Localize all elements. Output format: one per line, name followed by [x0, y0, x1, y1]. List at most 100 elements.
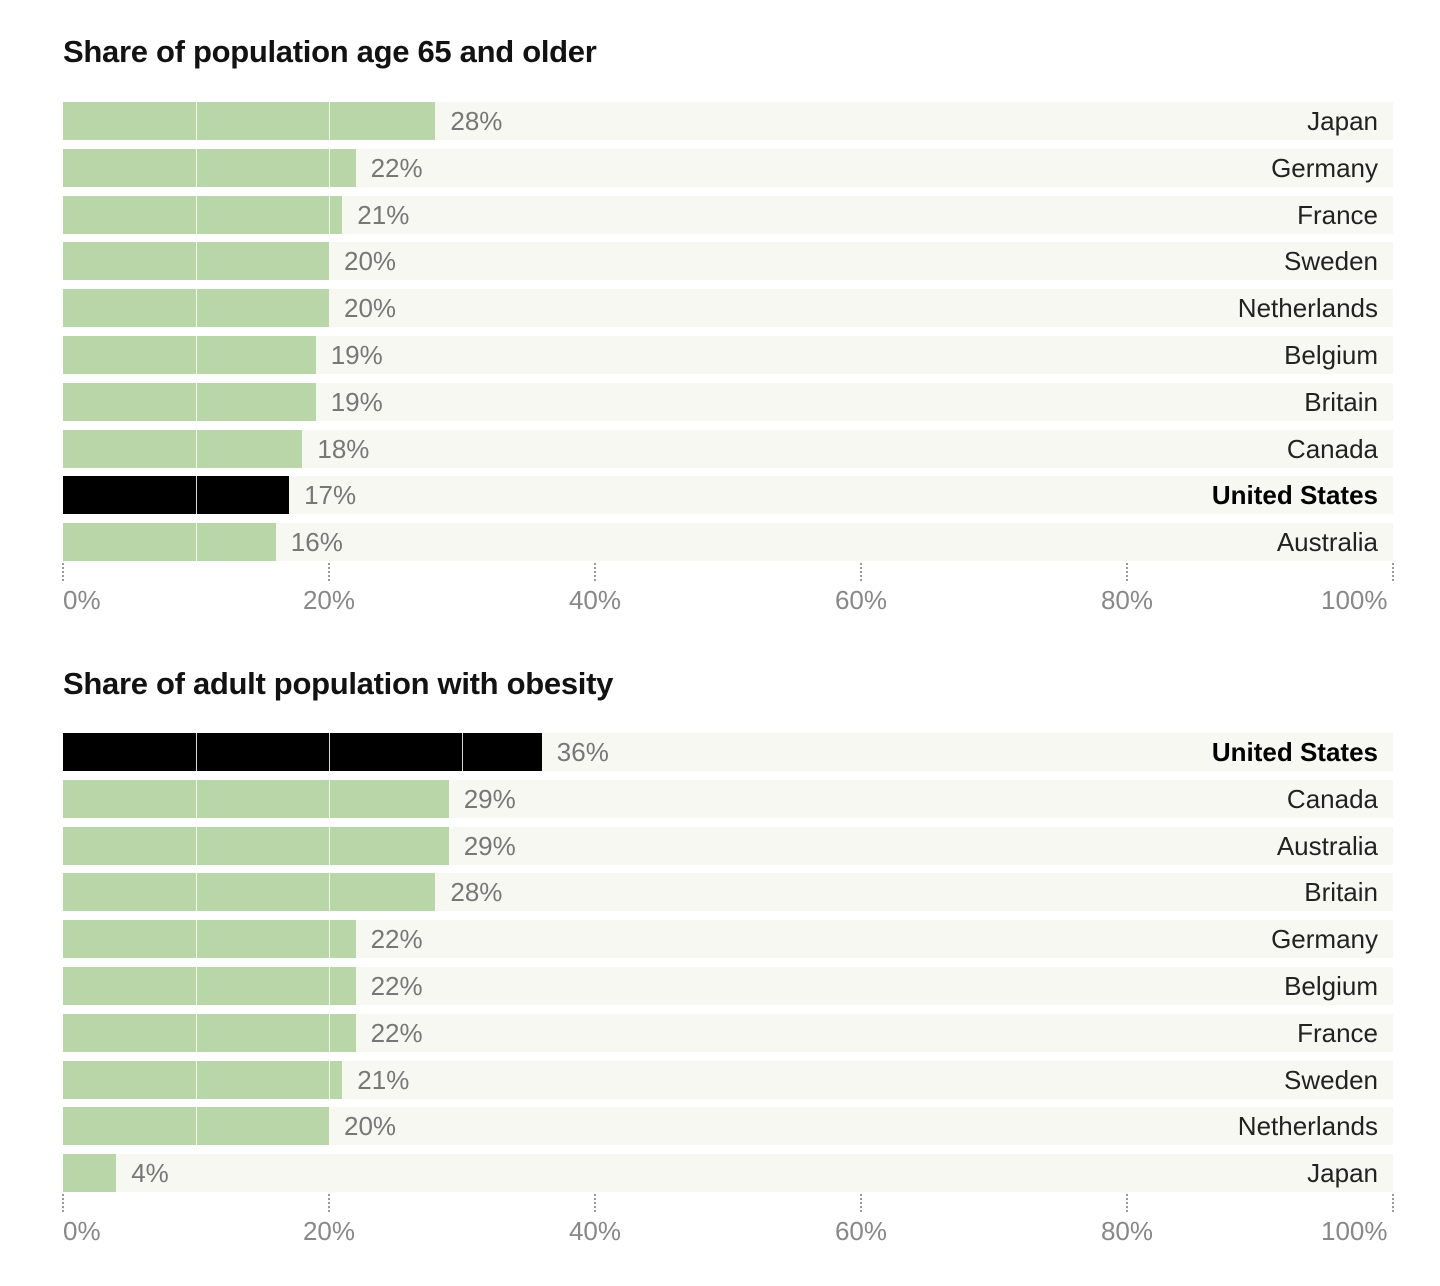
value-label: 22%: [370, 924, 423, 955]
bar-germany: [63, 920, 356, 959]
category-label: Sweden: [1284, 246, 1378, 277]
bar-gridline: [196, 523, 197, 562]
axis-tick: [860, 563, 862, 581]
bar-gridline: [196, 1107, 197, 1146]
row-background: [63, 1154, 1393, 1193]
bar-gridline: [329, 920, 330, 959]
bar-gridline: [196, 289, 197, 328]
bar-gridline: [329, 102, 330, 140]
value-label: 4%: [131, 1158, 169, 1189]
value-label: 22%: [370, 152, 423, 183]
category-label: Japan: [1307, 106, 1378, 136]
category-label: Britain: [1304, 386, 1378, 417]
bar-gridline: [462, 733, 463, 771]
bar-gridline: [329, 1060, 330, 1099]
value-label: 16%: [290, 527, 343, 558]
axis-tick: [62, 1194, 64, 1212]
axis-tick: [62, 563, 64, 581]
category-label: Australia: [1276, 830, 1378, 861]
bar-gridline: [329, 733, 330, 771]
bar-gridline: [329, 1013, 330, 1052]
bar-gridline: [196, 195, 197, 234]
axis-tick-label: 40%: [568, 1216, 622, 1246]
bar-gridline: [196, 1060, 197, 1099]
category-label: Britain: [1304, 877, 1378, 908]
category-label: France: [1297, 1017, 1378, 1048]
bar-gridline: [196, 476, 197, 515]
category-label: Belgium: [1284, 340, 1378, 370]
value-label: 21%: [357, 1064, 410, 1095]
axis-tick-label: 100%: [1321, 585, 1388, 615]
bar-japan: [63, 102, 436, 140]
category-label: Germany: [1271, 924, 1378, 955]
bar-canada: [63, 779, 449, 818]
bar-gridline: [196, 102, 197, 140]
value-label: 20%: [344, 293, 397, 324]
bar-gridline: [329, 779, 330, 818]
bar-britain: [63, 873, 436, 912]
axis-tick-label: 20%: [302, 1216, 356, 1246]
bar-sweden: [63, 1060, 343, 1099]
axis-tick: [594, 563, 596, 581]
category-label: Sweden: [1284, 1064, 1378, 1095]
value-label: 22%: [370, 1017, 423, 1048]
bar-united-states: [63, 733, 542, 771]
chart-title-obesity: Share of adult population with obesity: [63, 666, 614, 701]
bar-japan: [63, 1154, 117, 1193]
bar-gridline: [196, 148, 197, 187]
category-label: United States: [1211, 737, 1378, 767]
axis-tick: [328, 1194, 330, 1212]
value-label: 29%: [463, 783, 516, 814]
bar-gridline: [329, 148, 330, 187]
value-label: 18%: [317, 433, 370, 464]
bar-gridline: [196, 779, 197, 818]
axis-tick-label: 60%: [834, 1216, 888, 1246]
axis-tick: [328, 563, 330, 581]
bar-gridline: [329, 873, 330, 912]
axis-tick-label: 20%: [302, 585, 356, 615]
bar-gridline: [329, 826, 330, 865]
value-label: 36%: [556, 737, 609, 767]
category-label: France: [1297, 199, 1378, 230]
category-label: United States: [1211, 480, 1378, 511]
axis-tick: [594, 1194, 596, 1212]
bar-gridline: [329, 967, 330, 1005]
axis-tick-label: 0%: [63, 1216, 101, 1246]
value-label: 29%: [463, 830, 516, 861]
category-label: Netherlands: [1237, 293, 1378, 324]
bar-belgium: [63, 336, 316, 374]
bar-britain: [63, 382, 316, 421]
value-label: 20%: [344, 246, 397, 277]
category-label: Belgium: [1284, 971, 1378, 1001]
bar-gridline: [196, 242, 197, 281]
category-label: Japan: [1307, 1158, 1378, 1189]
bar-france: [63, 195, 343, 234]
axis-tick: [1392, 1194, 1394, 1212]
row-background: [63, 523, 1393, 562]
value-label: 20%: [344, 1111, 397, 1142]
category-label: Germany: [1271, 152, 1378, 183]
axis-tick-label: 60%: [834, 585, 888, 615]
bar-gridline: [196, 429, 197, 468]
value-label: 19%: [330, 386, 383, 417]
value-label: 28%: [450, 106, 503, 136]
value-label: 22%: [370, 971, 423, 1001]
value-label: 17%: [304, 480, 357, 511]
axis-tick-label: 80%: [1100, 585, 1154, 615]
category-label: Canada: [1286, 433, 1378, 464]
value-label: 19%: [330, 340, 383, 370]
bar-gridline: [196, 336, 197, 374]
bar-gridline: [196, 382, 197, 421]
bar-gridline: [196, 967, 197, 1005]
axis-tick-label: 80%: [1100, 1216, 1154, 1246]
bar-united-states: [63, 476, 290, 515]
axis-tick-label: 0%: [63, 585, 101, 615]
bar-gridline: [196, 873, 197, 912]
axis-tick: [1392, 563, 1394, 581]
axis-tick: [860, 1194, 862, 1212]
bar-germany: [63, 148, 356, 187]
bar-gridline: [196, 920, 197, 959]
bar-australia: [63, 523, 276, 562]
axis-tick-label: 100%: [1321, 1216, 1388, 1246]
